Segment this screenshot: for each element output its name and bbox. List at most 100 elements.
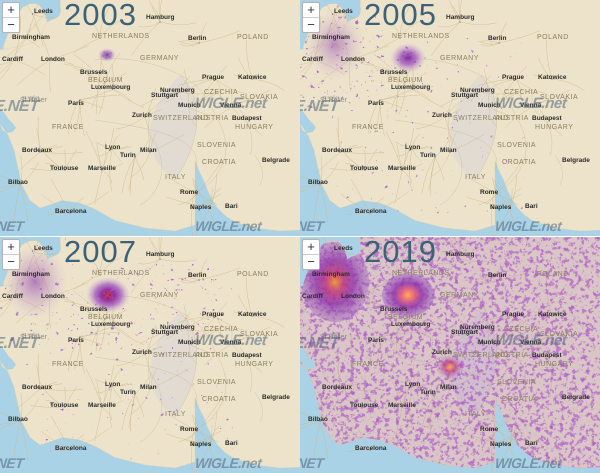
- svg-text:Brussels: Brussels: [380, 69, 408, 76]
- svg-text:Bilbao: Bilbao: [8, 179, 28, 186]
- svg-text:BELGIUM: BELGIUM: [88, 77, 123, 84]
- svg-text:Belgrade: Belgrade: [562, 394, 590, 401]
- svg-text:Birmingham: Birmingham: [312, 34, 350, 41]
- svg-text:Hamburg: Hamburg: [446, 14, 475, 21]
- svg-text:Birmingham: Birmingham: [12, 271, 50, 278]
- svg-text:Luxembourg: Luxembourg: [391, 321, 430, 328]
- svg-text:Toulouse: Toulouse: [350, 402, 379, 409]
- svg-text:Cardiff: Cardiff: [302, 293, 324, 300]
- svg-text:AUSTRIA: AUSTRIA: [195, 115, 229, 122]
- svg-text:Prague: Prague: [502, 74, 524, 81]
- svg-text:Milan: Milan: [440, 384, 457, 391]
- svg-text:FRANCE: FRANCE: [352, 361, 384, 368]
- svg-text:Luxembourg: Luxembourg: [91, 321, 130, 328]
- svg-text:Paris: Paris: [368, 337, 384, 344]
- svg-text:Turin: Turin: [420, 152, 436, 159]
- svg-text:Prague: Prague: [502, 311, 524, 318]
- svg-text:London: London: [41, 56, 65, 63]
- svg-text:Paris: Paris: [368, 100, 384, 107]
- svg-text:Belgrade: Belgrade: [562, 157, 590, 164]
- svg-text:Lyon: Lyon: [405, 144, 420, 151]
- svg-text:Bordeaux: Bordeaux: [22, 384, 52, 391]
- svg-text:Rome: Rome: [180, 426, 198, 433]
- svg-text:Bilbao: Bilbao: [8, 416, 28, 423]
- svg-text:Zurich: Zurich: [432, 349, 452, 356]
- svg-text:NETHERLANDS: NETHERLANDS: [92, 33, 150, 40]
- svg-text:Berlin: Berlin: [488, 272, 506, 279]
- svg-text:GERMANY: GERMANY: [140, 55, 179, 62]
- svg-text:Rome: Rome: [480, 426, 498, 433]
- svg-text:Cardiff: Cardiff: [302, 56, 324, 63]
- svg-text:Naples: Naples: [190, 204, 212, 211]
- svg-text:BELGIUM: BELGIUM: [88, 314, 123, 321]
- svg-text:Zurich: Zurich: [132, 349, 152, 356]
- svg-text:POLAND: POLAND: [237, 34, 269, 41]
- svg-text:HUNGARY: HUNGARY: [235, 124, 273, 131]
- svg-text:Rome: Rome: [480, 189, 498, 196]
- svg-text:Milan: Milan: [140, 384, 157, 391]
- svg-text:Stuttgart: Stuttgart: [451, 329, 479, 336]
- svg-text:Cardiff: Cardiff: [2, 293, 24, 300]
- svg-text:Cardiff: Cardiff: [2, 56, 24, 63]
- svg-text:CROATIA: CROATIA: [202, 159, 236, 166]
- svg-text:Toulouse: Toulouse: [350, 165, 379, 172]
- svg-text:Katowice: Katowice: [238, 311, 267, 318]
- svg-text:Stuttgart: Stuttgart: [151, 329, 179, 336]
- svg-text:Budapest: Budapest: [232, 352, 262, 359]
- svg-text:ITALY: ITALY: [165, 411, 186, 418]
- svg-text:GERMANY: GERMANY: [140, 292, 179, 299]
- svg-text:Lyon: Lyon: [105, 381, 120, 388]
- svg-text:London: London: [41, 293, 65, 300]
- svg-text:SLOVENIA: SLOVENIA: [197, 142, 236, 149]
- svg-text:Bilbao: Bilbao: [308, 179, 328, 186]
- svg-text:Luxembourg: Luxembourg: [91, 84, 130, 91]
- svg-text:Zurich: Zurich: [432, 112, 452, 119]
- svg-text:Turin: Turin: [120, 389, 136, 396]
- svg-text:AUSTRIA: AUSTRIA: [495, 352, 529, 359]
- svg-text:Bari: Bari: [225, 440, 238, 447]
- svg-text:Bari: Bari: [225, 203, 238, 210]
- svg-text:Prague: Prague: [202, 311, 224, 318]
- svg-text:Lyon: Lyon: [405, 381, 420, 388]
- svg-text:POLAND: POLAND: [237, 271, 269, 278]
- svg-text:Leeds: Leeds: [34, 8, 53, 15]
- svg-text:Toulouse: Toulouse: [50, 165, 79, 172]
- svg-text:Berlin: Berlin: [188, 35, 206, 42]
- svg-text:Berlin: Berlin: [188, 272, 206, 279]
- svg-text:Katowice: Katowice: [238, 74, 267, 81]
- svg-text:Leeds: Leeds: [334, 8, 353, 15]
- svg-text:ITALY: ITALY: [465, 411, 486, 418]
- svg-text:Naples: Naples: [490, 441, 512, 448]
- svg-text:ITALY: ITALY: [165, 174, 186, 181]
- svg-text:BELGIUM: BELGIUM: [388, 314, 423, 321]
- svg-text:FRANCE: FRANCE: [52, 361, 84, 368]
- svg-text:FRANCE: FRANCE: [52, 124, 84, 131]
- svg-text:Zurich: Zurich: [132, 112, 152, 119]
- svg-text:NETHERLANDS: NETHERLANDS: [392, 270, 450, 277]
- svg-text:Leeds: Leeds: [34, 245, 53, 252]
- svg-text:Barcelona: Barcelona: [55, 208, 87, 215]
- svg-text:London: London: [341, 293, 365, 300]
- svg-text:Katowice: Katowice: [538, 311, 567, 318]
- svg-text:FRANCE: FRANCE: [352, 124, 384, 131]
- svg-text:Bari: Bari: [525, 440, 538, 447]
- svg-text:SLOVENIA: SLOVENIA: [197, 379, 236, 386]
- svg-text:HUNGARY: HUNGARY: [535, 361, 573, 368]
- svg-text:Lyon: Lyon: [105, 144, 120, 151]
- svg-text:CROATIA: CROATIA: [502, 159, 536, 166]
- svg-text:Paris: Paris: [68, 337, 84, 344]
- svg-text:Brussels: Brussels: [80, 69, 108, 76]
- svg-text:Brussels: Brussels: [80, 306, 108, 313]
- svg-text:Bari: Bari: [525, 203, 538, 210]
- svg-text:Barcelona: Barcelona: [55, 445, 87, 452]
- svg-text:BELGIUM: BELGIUM: [388, 77, 423, 84]
- svg-text:GERMANY: GERMANY: [440, 292, 479, 299]
- svg-text:CROATIA: CROATIA: [502, 396, 536, 403]
- svg-text:Bordeaux: Bordeaux: [322, 147, 352, 154]
- svg-text:Marseille: Marseille: [388, 402, 416, 409]
- svg-text:NETHERLANDS: NETHERLANDS: [92, 270, 150, 277]
- svg-text:Marseille: Marseille: [88, 165, 116, 172]
- svg-text:HUNGARY: HUNGARY: [235, 361, 273, 368]
- svg-text:HUNGARY: HUNGARY: [535, 124, 573, 131]
- svg-text:POLAND: POLAND: [537, 271, 569, 278]
